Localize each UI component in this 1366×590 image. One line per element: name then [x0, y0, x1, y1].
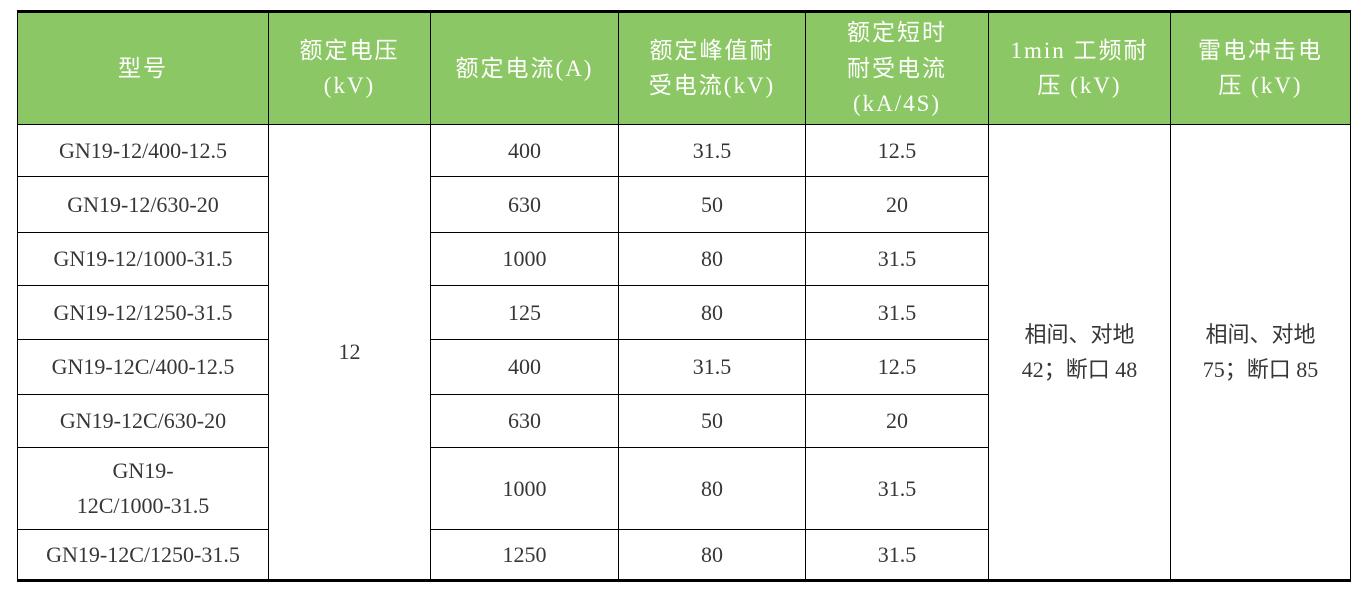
- rated-current-cell: 630: [430, 175, 619, 233]
- short-time-withstand-cell: 12.5: [805, 123, 989, 177]
- model-cell: GN19-12/1250-31.5: [17, 284, 269, 340]
- spec-table: 型号 额定电压 (kV) 额定电流(A) 额定峰值耐 受电流(kV) 额定短时 …: [17, 10, 1351, 582]
- rated-current-cell: 1000: [430, 446, 619, 530]
- short-time-withstand-cell: 31.5: [805, 446, 989, 530]
- table-row: GN19- 12C/1000-31.5 1000 80 31.5: [17, 446, 1351, 530]
- short-time-withstand-cell: 12.5: [805, 338, 989, 395]
- table-row: GN19-12C/630-20 630 50 20: [17, 393, 1351, 448]
- rated-current-cell: 1000: [430, 231, 619, 286]
- peak-withstand-cell: 80: [618, 284, 806, 340]
- table-row: GN19-12C/400-12.5 400 31.5 12.5: [17, 338, 1351, 395]
- table-row: GN19-12C/1250-31.5 1250 80 31.5: [17, 528, 1351, 581]
- rated-voltage-cell: 12: [268, 123, 431, 581]
- model-cell: GN19-12/630-20: [17, 175, 269, 233]
- model-cell: GN19-12/1000-31.5: [17, 231, 269, 286]
- table-row: GN19-12/630-20 630 50 20: [17, 175, 1351, 233]
- rated-current-cell: 125: [430, 284, 619, 340]
- model-cell: GN19-12/400-12.5: [17, 123, 269, 177]
- col-header-peak-withstand-current: 额定峰值耐 受电流(kV): [618, 11, 806, 125]
- col-header-rated-current: 额定电流(A): [430, 11, 619, 125]
- short-time-withstand-cell: 31.5: [805, 284, 989, 340]
- col-header-rated-voltage: 额定电压 (kV): [268, 11, 431, 125]
- spec-table-container: 型号 额定电压 (kV) 额定电流(A) 额定峰值耐 受电流(kV) 额定短时 …: [17, 10, 1351, 582]
- rated-current-cell: 1250: [430, 528, 619, 581]
- short-time-withstand-cell: 20: [805, 175, 989, 233]
- rated-current-cell: 630: [430, 393, 619, 448]
- lightning-impulse-cell: 相间、对地 75；断口 85: [1170, 123, 1351, 581]
- power-frequency-withstand-cell: 相间、对地 42；断口 48: [988, 123, 1171, 581]
- col-header-lightning-impulse-voltage: 雷电冲击电 压 (kV): [1170, 11, 1351, 125]
- peak-withstand-cell: 50: [618, 175, 806, 233]
- peak-withstand-cell: 50: [618, 393, 806, 448]
- peak-withstand-cell: 80: [618, 446, 806, 530]
- peak-withstand-cell: 31.5: [618, 123, 806, 177]
- table-row: GN19-12/400-12.5 12 400 31.5 12.5 相间、对地 …: [17, 123, 1351, 581]
- col-header-power-frequency-withstand-voltage: 1min 工频耐 压 (kV): [988, 11, 1171, 125]
- col-header-short-time-withstand-current: 额定短时 耐受电流 (kA/4S): [805, 11, 989, 125]
- rated-current-cell: 400: [430, 123, 619, 177]
- table-row: GN19-12/1000-31.5 1000 80 31.5: [17, 231, 1351, 286]
- rated-current-cell: 400: [430, 338, 619, 395]
- model-cell: GN19-12C/630-20: [17, 393, 269, 448]
- short-time-withstand-cell: 31.5: [805, 528, 989, 581]
- model-cell: GN19-12C/400-12.5: [17, 338, 269, 395]
- col-header-model: 型号: [17, 11, 269, 125]
- model-cell: GN19-12C/1250-31.5: [17, 528, 269, 581]
- short-time-withstand-cell: 20: [805, 393, 989, 448]
- short-time-withstand-cell: 31.5: [805, 231, 989, 286]
- peak-withstand-cell: 80: [618, 231, 806, 286]
- peak-withstand-cell: 80: [618, 528, 806, 581]
- model-cell: GN19- 12C/1000-31.5: [17, 446, 269, 530]
- header-row: 型号 额定电压 (kV) 额定电流(A) 额定峰值耐 受电流(kV) 额定短时 …: [17, 11, 1351, 125]
- peak-withstand-cell: 31.5: [618, 338, 806, 395]
